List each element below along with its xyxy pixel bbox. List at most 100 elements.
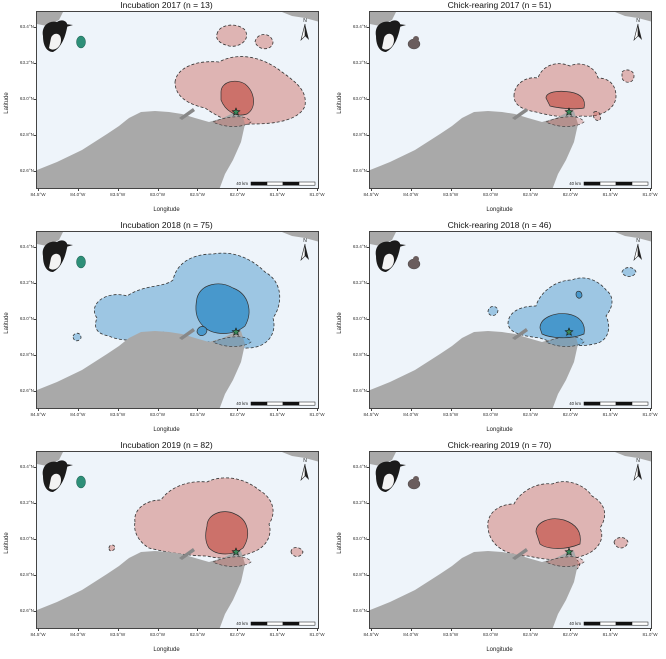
y-tick-mark: [34, 27, 36, 28]
panel-title: Chick-rearing 2019 (n = 70): [447, 440, 552, 450]
x-tick-mark: [610, 409, 611, 411]
x-tick-mark: [317, 189, 318, 191]
egg-icon: [76, 35, 86, 49]
x-tick-label: 83.5°W: [443, 632, 459, 637]
x-tick-mark: [277, 189, 278, 191]
y-tick-mark: [367, 539, 369, 540]
core-area-50-polygon: [539, 313, 585, 339]
colony-star-icon: [231, 327, 241, 336]
land-island: [370, 232, 396, 246]
x-tick-mark: [530, 629, 532, 631]
scale-bar-label: 40 km: [569, 181, 581, 186]
y-tick-mark: [34, 135, 36, 136]
bird-beak-icon: [65, 464, 73, 467]
y-tick-mark: [34, 247, 36, 248]
map-panel: Incubation 2019 (n = 82) Latitude Longitud…: [0, 440, 333, 659]
x-tick-mark: [650, 629, 651, 631]
x-tick-label: 82.5°W: [522, 192, 538, 197]
x-tick-mark: [610, 189, 611, 191]
y-axis-label: Latitude: [4, 92, 10, 114]
x-tick-label: 84.0°W: [70, 632, 86, 637]
x-tick-label: 81.0°W: [642, 412, 658, 417]
y-tick-mark: [367, 247, 369, 248]
map-svg: N 40 km: [37, 12, 318, 188]
land-island: [37, 452, 63, 466]
x-tick-mark: [237, 189, 239, 191]
x-tick-mark: [277, 409, 278, 411]
map-svg: N 40 km: [370, 232, 651, 408]
bird-belly-icon: [382, 253, 394, 270]
north-arrow-icon: [305, 464, 309, 480]
scale-bar-segment: [298, 401, 316, 406]
x-tick-label: 83.0°W: [150, 192, 166, 197]
north-arrow-icon: [305, 24, 309, 40]
y-tick-mark: [367, 27, 369, 28]
map-frame: N 40 km: [36, 231, 319, 409]
north-label: N: [636, 18, 640, 24]
x-tick-label: 82.0°W: [562, 412, 578, 417]
home-range-95-polygon: [216, 24, 247, 47]
x-tick-label: 82.0°W: [229, 412, 245, 417]
y-tick-label: 63.0°N: [352, 536, 367, 541]
x-tick-mark: [197, 189, 199, 191]
y-tick-mark: [34, 503, 36, 504]
y-tick-mark: [34, 575, 36, 576]
x-tick-mark: [490, 629, 492, 631]
x-axis-label: Longitude: [486, 427, 513, 433]
land-island: [615, 12, 651, 22]
panel-title: Incubation 2019 (n = 82): [120, 440, 213, 450]
scale-bar-segment: [631, 181, 649, 186]
scale-bar-label: 40 km: [569, 621, 581, 626]
x-tick-label: 82.5°W: [189, 412, 205, 417]
y-tick-label: 62.8°N: [19, 132, 34, 137]
x-tick-mark: [197, 629, 199, 631]
y-tick-label: 62.8°N: [352, 352, 367, 357]
y-tick-label: 62.6°N: [19, 168, 34, 173]
scale-bar-segment: [298, 621, 316, 626]
north-arrow-icon: [638, 464, 642, 480]
x-tick-label: 82.0°W: [229, 192, 245, 197]
scale-bar-segment: [615, 181, 633, 186]
home-range-95-polygon: [621, 267, 637, 277]
core-area-50-polygon: [545, 90, 585, 110]
home-range-95-polygon: [513, 63, 617, 118]
y-tick-label: 62.8°N: [19, 352, 34, 357]
land-mass: [370, 331, 578, 408]
colony-star-icon: [564, 547, 574, 556]
bird-belly-icon: [49, 473, 61, 490]
x-tick-mark: [77, 409, 79, 411]
map-frame: N 40 km: [36, 451, 319, 629]
x-tick-mark: [371, 629, 372, 631]
x-tick-mark: [650, 189, 651, 191]
north-arrow-icon-half: [633, 23, 639, 41]
chick-head-icon: [413, 256, 419, 262]
x-tick-label: 83.5°W: [110, 632, 126, 637]
x-tick-mark: [77, 189, 79, 191]
north-label: N: [636, 458, 640, 464]
y-tick-mark: [367, 319, 369, 320]
panel-title: Incubation 2017 (n = 13): [120, 0, 213, 10]
land-mass: [37, 551, 245, 628]
home-range-95-polygon: [593, 111, 601, 121]
x-tick-mark: [117, 629, 119, 631]
panel-title: Chick-rearing 2017 (n = 51): [447, 0, 552, 10]
x-tick-label: 84.0°W: [70, 412, 86, 417]
y-tick-label: 62.6°N: [352, 168, 367, 173]
x-tick-label: 81.0°W: [642, 632, 658, 637]
north-label: N: [303, 238, 307, 244]
y-tick-label: 62.6°N: [352, 608, 367, 613]
x-tick-label: 84.5°W: [363, 192, 379, 197]
y-tick-label: 62.6°N: [352, 388, 367, 393]
x-axis-label: Longitude: [486, 647, 513, 653]
y-tick-label: 63.4°N: [19, 244, 34, 249]
bird-belly-icon: [382, 33, 394, 50]
x-tick-mark: [371, 409, 372, 411]
panel-title: Incubation 2018 (n = 75): [120, 220, 213, 230]
x-tick-label: 84.0°W: [70, 192, 86, 197]
x-tick-label: 81.0°W: [309, 412, 325, 417]
core-area-50-polygon: [196, 326, 208, 336]
land-island: [615, 452, 651, 462]
scale-bar-segment: [250, 401, 268, 406]
scale-bar-label: 40 km: [236, 181, 248, 186]
x-tick-mark: [317, 409, 318, 411]
